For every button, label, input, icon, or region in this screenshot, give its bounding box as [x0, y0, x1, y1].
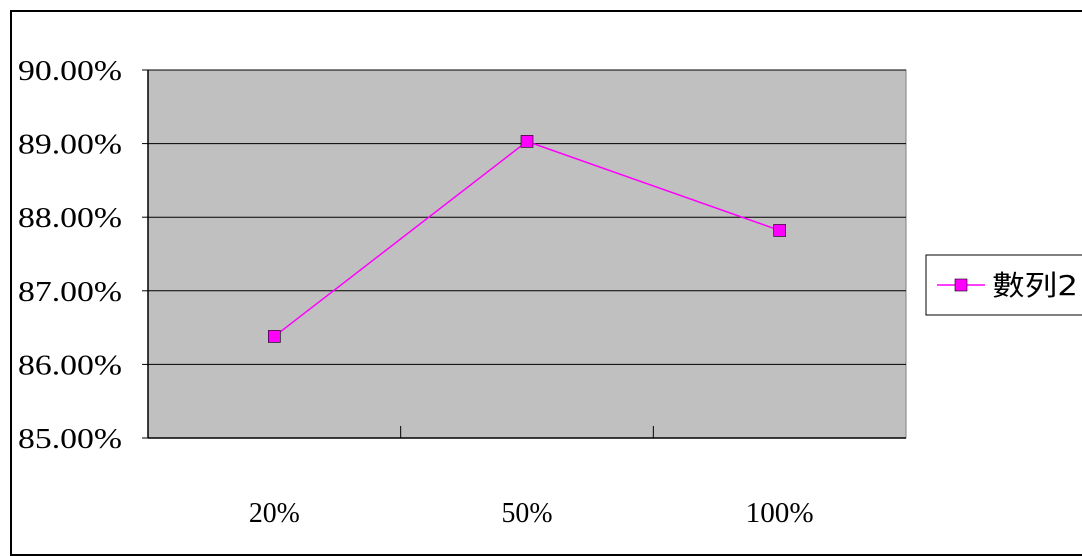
- x-tick-label: 20%: [249, 498, 300, 529]
- legend: 數列2: [925, 254, 1082, 316]
- axes: [147, 70, 906, 439]
- y-tick-label: 89.00%: [18, 130, 122, 161]
- data-point-marker: [268, 330, 281, 343]
- x-tick-label: 50%: [502, 498, 553, 529]
- data-point-marker: [773, 224, 786, 237]
- legend-marker-swatch: [954, 278, 968, 292]
- x-axis-tick-labels: 20% 50% 100%: [249, 498, 814, 529]
- x-tick-label: 100%: [746, 498, 814, 529]
- plot-area: [147, 69, 907, 439]
- y-tick-label: 90.00%: [18, 56, 122, 87]
- series-lines: [268, 135, 786, 343]
- y-tick-label: 85.00%: [18, 424, 122, 455]
- y-tick-label: 88.00%: [18, 203, 122, 234]
- y-tick-label: 87.00%: [18, 277, 122, 308]
- y-axis-tick-labels: 85.00% 86.00% 87.00% 88.00% 89.00% 90.00%: [18, 56, 122, 455]
- gridlines: [142, 69, 906, 439]
- data-point-marker: [520, 135, 534, 148]
- legend-label: 數列2: [992, 269, 1078, 302]
- y-tick-label: 86.00%: [18, 350, 122, 381]
